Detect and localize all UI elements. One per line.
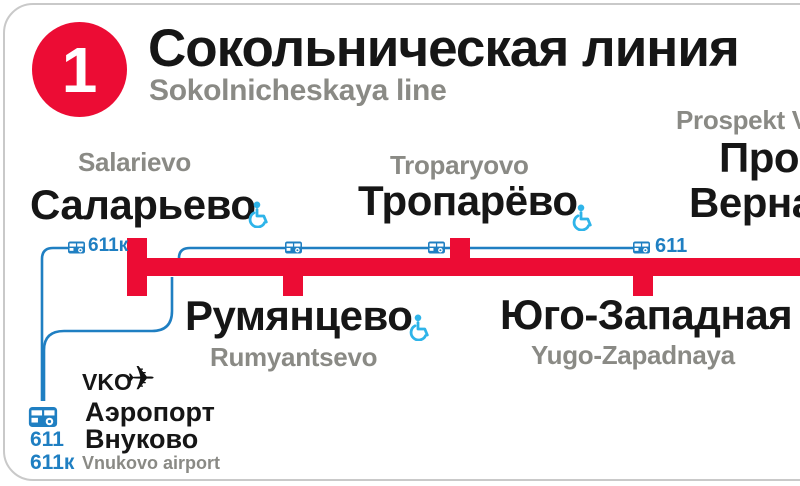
station-label-prospekt-ru-top: Про — [719, 134, 800, 181]
accessibility-icon — [248, 201, 268, 228]
bus-route-611k-line — [40, 246, 68, 401]
airport-name-latin: Vnukovo airport — [82, 453, 221, 473]
sign-border — [3, 3, 800, 481]
bus-icon — [633, 241, 650, 254]
airport-code: VKO — [82, 369, 132, 395]
airplane-icon: ✈ — [127, 359, 156, 399]
bus-route-611-lower-line — [42, 277, 174, 401]
accessibility-icon — [572, 204, 592, 231]
airport-name-line1: Аэропорт — [85, 397, 215, 427]
accessibility-icon — [409, 314, 429, 341]
bus-route-label-611: 611 — [655, 235, 688, 257]
line-title-ru: Сокольническая линия — [148, 19, 740, 78]
station-label-salarievo-en: Salarievo — [78, 147, 191, 177]
line-number: 1 — [61, 33, 98, 106]
airport-name-line2: Внуково — [85, 424, 199, 454]
bus-icon — [68, 241, 85, 254]
airport-route-label-611: 611 — [30, 428, 64, 451]
bus-route-611-upper-line — [177, 246, 633, 259]
station-label-rumyantsevo-ru: Румянцево — [185, 292, 413, 339]
station-label-prospekt-en: Prospekt V — [676, 105, 800, 135]
airport-bus-icon — [28, 407, 58, 427]
line-number-badge: 1 — [32, 22, 127, 117]
station-tick-rumyantsevo — [283, 258, 303, 296]
station-label-yugo-zapadnaya-ru: Юго-Западная — [500, 291, 793, 338]
line-title-en: Sokolnicheskaya line — [149, 74, 447, 107]
bus-icon — [428, 241, 445, 254]
station-tick-troparyovo — [450, 238, 470, 276]
station-tick-yugo-zapadnaya — [633, 258, 653, 296]
bus-icon — [285, 241, 302, 254]
airport-route-label-611k: 611к — [30, 451, 75, 474]
station-label-troparyovo-ru: Тропарёво — [358, 177, 578, 224]
station-label-troparyovo-en: Troparyovo — [390, 150, 529, 180]
station-label-prospekt-ru-bottom: Верна — [689, 179, 800, 226]
station-tick-salarievo — [127, 238, 147, 296]
station-label-rumyantsevo-en: Rumyantsevo — [210, 342, 378, 372]
bus-route-label-611k: 611к — [88, 235, 129, 256]
station-label-yugo-zapadnaya-en: Yugo-Zapadnaya — [531, 340, 735, 370]
station-label-salarievo-ru: Саларьево — [30, 181, 256, 228]
